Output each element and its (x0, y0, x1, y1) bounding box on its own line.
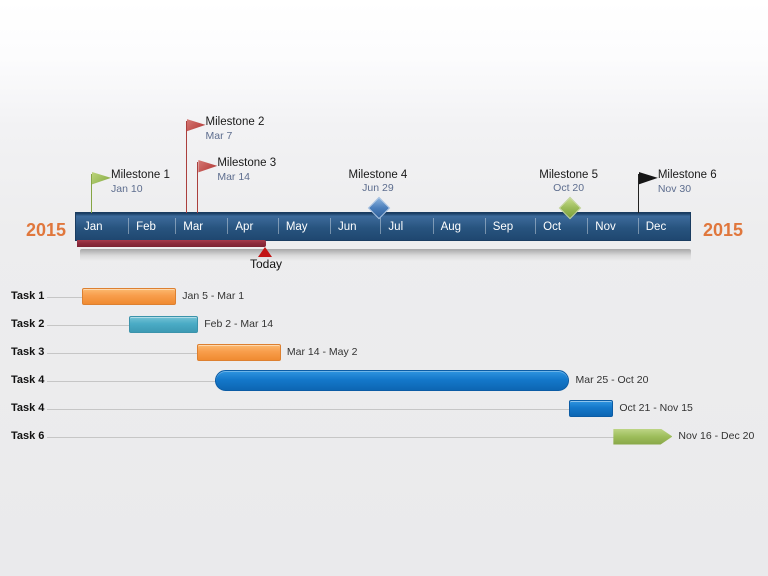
month-cell: Oct (535, 213, 587, 240)
timeline-bar: Jan Feb Mar Apr May Jun Jul Aug Sep Oct Nov Dec (75, 212, 691, 241)
milestone-label: Milestone 1 (111, 169, 170, 181)
month-cell: Jun (329, 213, 380, 240)
month-label: Sep (492, 220, 514, 233)
task-bar (215, 370, 570, 391)
year-label-left: 2015 (26, 220, 67, 240)
task-label: Task 4 (11, 401, 45, 414)
milestone-flag-icon (186, 119, 206, 132)
month-label: May (285, 220, 308, 233)
milestone-pole (91, 174, 93, 213)
milestone: Milestone 5 Oct 20 (539, 169, 598, 194)
milestone-pole (197, 162, 199, 213)
milestone-flag-icon (638, 172, 658, 185)
task-date-range: Oct 21 - Nov 15 (619, 402, 693, 414)
milestone-label: Milestone 2 (205, 116, 265, 128)
task-bar (196, 344, 281, 361)
connector-line (47, 324, 131, 326)
month-label: Nov (595, 220, 616, 233)
month-divider (484, 218, 486, 234)
milestone-date: Jan 10 (111, 183, 143, 195)
connector-line (47, 436, 616, 438)
month-label: Dec (645, 220, 667, 233)
month-cell: Dec (637, 213, 690, 240)
connector-line (47, 408, 572, 410)
task-date-range: Nov 16 - Dec 20 (678, 430, 755, 442)
milestone-flag-icon (92, 172, 112, 185)
task-label: Task 2 (11, 317, 45, 330)
month-divider (587, 218, 589, 234)
task-label: Task 4 (11, 373, 45, 386)
task-label: Task 6 (11, 429, 45, 442)
month-cell: Mar (175, 213, 227, 240)
month-divider (637, 218, 639, 234)
month-label: Jul (388, 220, 404, 233)
milestone-label: Milestone 5 (539, 169, 599, 181)
connector-line (47, 380, 218, 382)
month-label: Aug (440, 220, 462, 233)
connector-line (47, 352, 199, 354)
milestone-date: Nov 30 (657, 183, 692, 195)
month-divider (329, 218, 331, 234)
month-cell: Sep (484, 213, 535, 240)
month-divider (227, 218, 229, 234)
month-divider (128, 218, 130, 234)
month-cell: Apr (227, 213, 277, 240)
task-bar (129, 316, 199, 333)
today-label: Today (249, 257, 283, 271)
task-date-range: Mar 25 - Oct 20 (575, 374, 649, 386)
task-date-range: Mar 14 - May 2 (286, 346, 358, 358)
month-divider (380, 218, 382, 234)
month-divider (432, 218, 434, 234)
month-divider (175, 218, 177, 234)
task-label: Task 1 (11, 289, 45, 302)
connector-line (47, 296, 84, 298)
year-label-right: 2015 (703, 220, 744, 240)
month-label: Apr (235, 220, 254, 233)
task-date-range: Feb 2 - Mar 14 (204, 318, 274, 330)
today-marker-icon (258, 247, 272, 257)
milestone-date: Mar 14 (217, 171, 251, 183)
month-cell: May (277, 213, 330, 240)
task-bar (569, 400, 614, 417)
timeline-shadow (80, 249, 691, 261)
milestone: Milestone 4 Jun 29 (349, 169, 408, 194)
month-cell: Jan (76, 213, 128, 240)
month-cell: Feb (128, 213, 175, 240)
month-cell: Jul (380, 213, 432, 240)
task-label: Task 3 (11, 345, 45, 358)
task-date-range: Jan 5 - Mar 1 (182, 290, 245, 302)
milestone-label: Milestone 6 (657, 169, 717, 181)
task-bar (81, 288, 177, 305)
month-cell: Nov (587, 213, 637, 240)
milestone-label: Milestone 3 (217, 157, 277, 169)
month-label: Feb (136, 220, 156, 233)
task-bar (613, 428, 673, 445)
month-label: Jan (84, 220, 103, 233)
month-label: Mar (183, 220, 204, 233)
milestone-flag-icon (198, 160, 218, 173)
milestone-date: Jun 29 (362, 182, 394, 194)
milestone-pole (637, 174, 639, 213)
month-divider (277, 218, 279, 234)
month-cell: Aug (432, 213, 485, 240)
milestone-label: Milestone 4 (348, 169, 408, 181)
month-label: Oct (543, 220, 562, 233)
timeline-progress-bar (77, 240, 266, 247)
milestone-pole (185, 121, 187, 213)
milestone-date: Mar 7 (205, 130, 233, 142)
milestone-date: Oct 20 (553, 182, 585, 194)
month-label: Jun (337, 220, 357, 233)
month-divider (535, 218, 537, 234)
